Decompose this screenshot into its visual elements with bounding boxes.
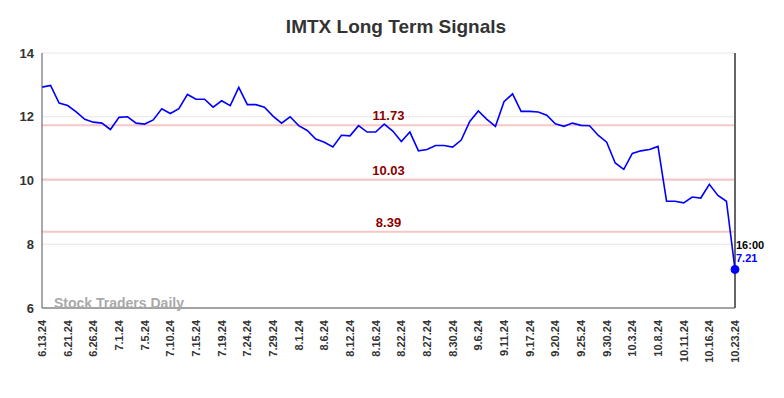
svg-text:9.30.24: 9.30.24 <box>601 319 613 357</box>
svg-text:7.10.24: 7.10.24 <box>164 319 176 357</box>
svg-text:8.1.24: 8.1.24 <box>293 319 305 350</box>
svg-text:9.11.24: 9.11.24 <box>498 319 510 356</box>
svg-text:7.29.24: 7.29.24 <box>267 319 279 357</box>
svg-text:8.6.24: 8.6.24 <box>318 319 330 350</box>
svg-text:6.13.24: 6.13.24 <box>36 319 48 357</box>
svg-text:9.20.24: 9.20.24 <box>549 319 561 357</box>
svg-text:6.26.24: 6.26.24 <box>87 319 99 357</box>
svg-text:7.19.24: 7.19.24 <box>216 319 228 357</box>
svg-text:6: 6 <box>27 301 34 316</box>
svg-text:10.23.24: 10.23.24 <box>729 319 741 363</box>
html-text:IMTX Long Term Signals: IMTX Long Term Signals <box>285 16 507 37</box>
svg-text:7.15.24: 7.15.24 <box>190 319 202 357</box>
svg-text:8.27.24: 8.27.24 <box>421 319 433 357</box>
svg-text:8.12.24: 8.12.24 <box>344 319 356 357</box>
svg-text:7.1.24: 7.1.24 <box>113 319 125 350</box>
svg-text:10: 10 <box>20 173 34 188</box>
svg-text:10.11.24: 10.11.24 <box>678 319 690 362</box>
svg-text:8.30.24: 8.30.24 <box>447 319 459 357</box>
svg-text:7.21: 7.21 <box>736 252 757 264</box>
svg-text:9.25.24: 9.25.24 <box>575 319 587 357</box>
svg-text:7.24.24: 7.24.24 <box>241 319 253 357</box>
svg-text:8.22.24: 8.22.24 <box>395 319 407 357</box>
svg-text:8.39: 8.39 <box>376 215 401 230</box>
svg-text:10.8.24: 10.8.24 <box>652 319 664 357</box>
svg-text:14: 14 <box>20 46 35 61</box>
svg-text:6.21.24: 6.21.24 <box>62 319 74 357</box>
svg-text:8.16.24: 8.16.24 <box>370 319 382 357</box>
svg-text:10.03: 10.03 <box>372 163 405 178</box>
svg-text:9.6.24: 9.6.24 <box>472 319 484 350</box>
html-text:Stock Traders Daily: Stock Traders Daily <box>54 295 184 311</box>
svg-text:12: 12 <box>20 109 34 124</box>
svg-text:9.17.24: 9.17.24 <box>524 319 536 357</box>
svg-text:10.3.24: 10.3.24 <box>626 319 638 357</box>
svg-text:16:00: 16:00 <box>736 239 764 251</box>
svg-text:10.16.24: 10.16.24 <box>703 319 715 363</box>
svg-text:8: 8 <box>27 237 34 252</box>
svg-text:7.5.24: 7.5.24 <box>139 319 151 350</box>
svg-text:11.73: 11.73 <box>373 108 405 123</box>
